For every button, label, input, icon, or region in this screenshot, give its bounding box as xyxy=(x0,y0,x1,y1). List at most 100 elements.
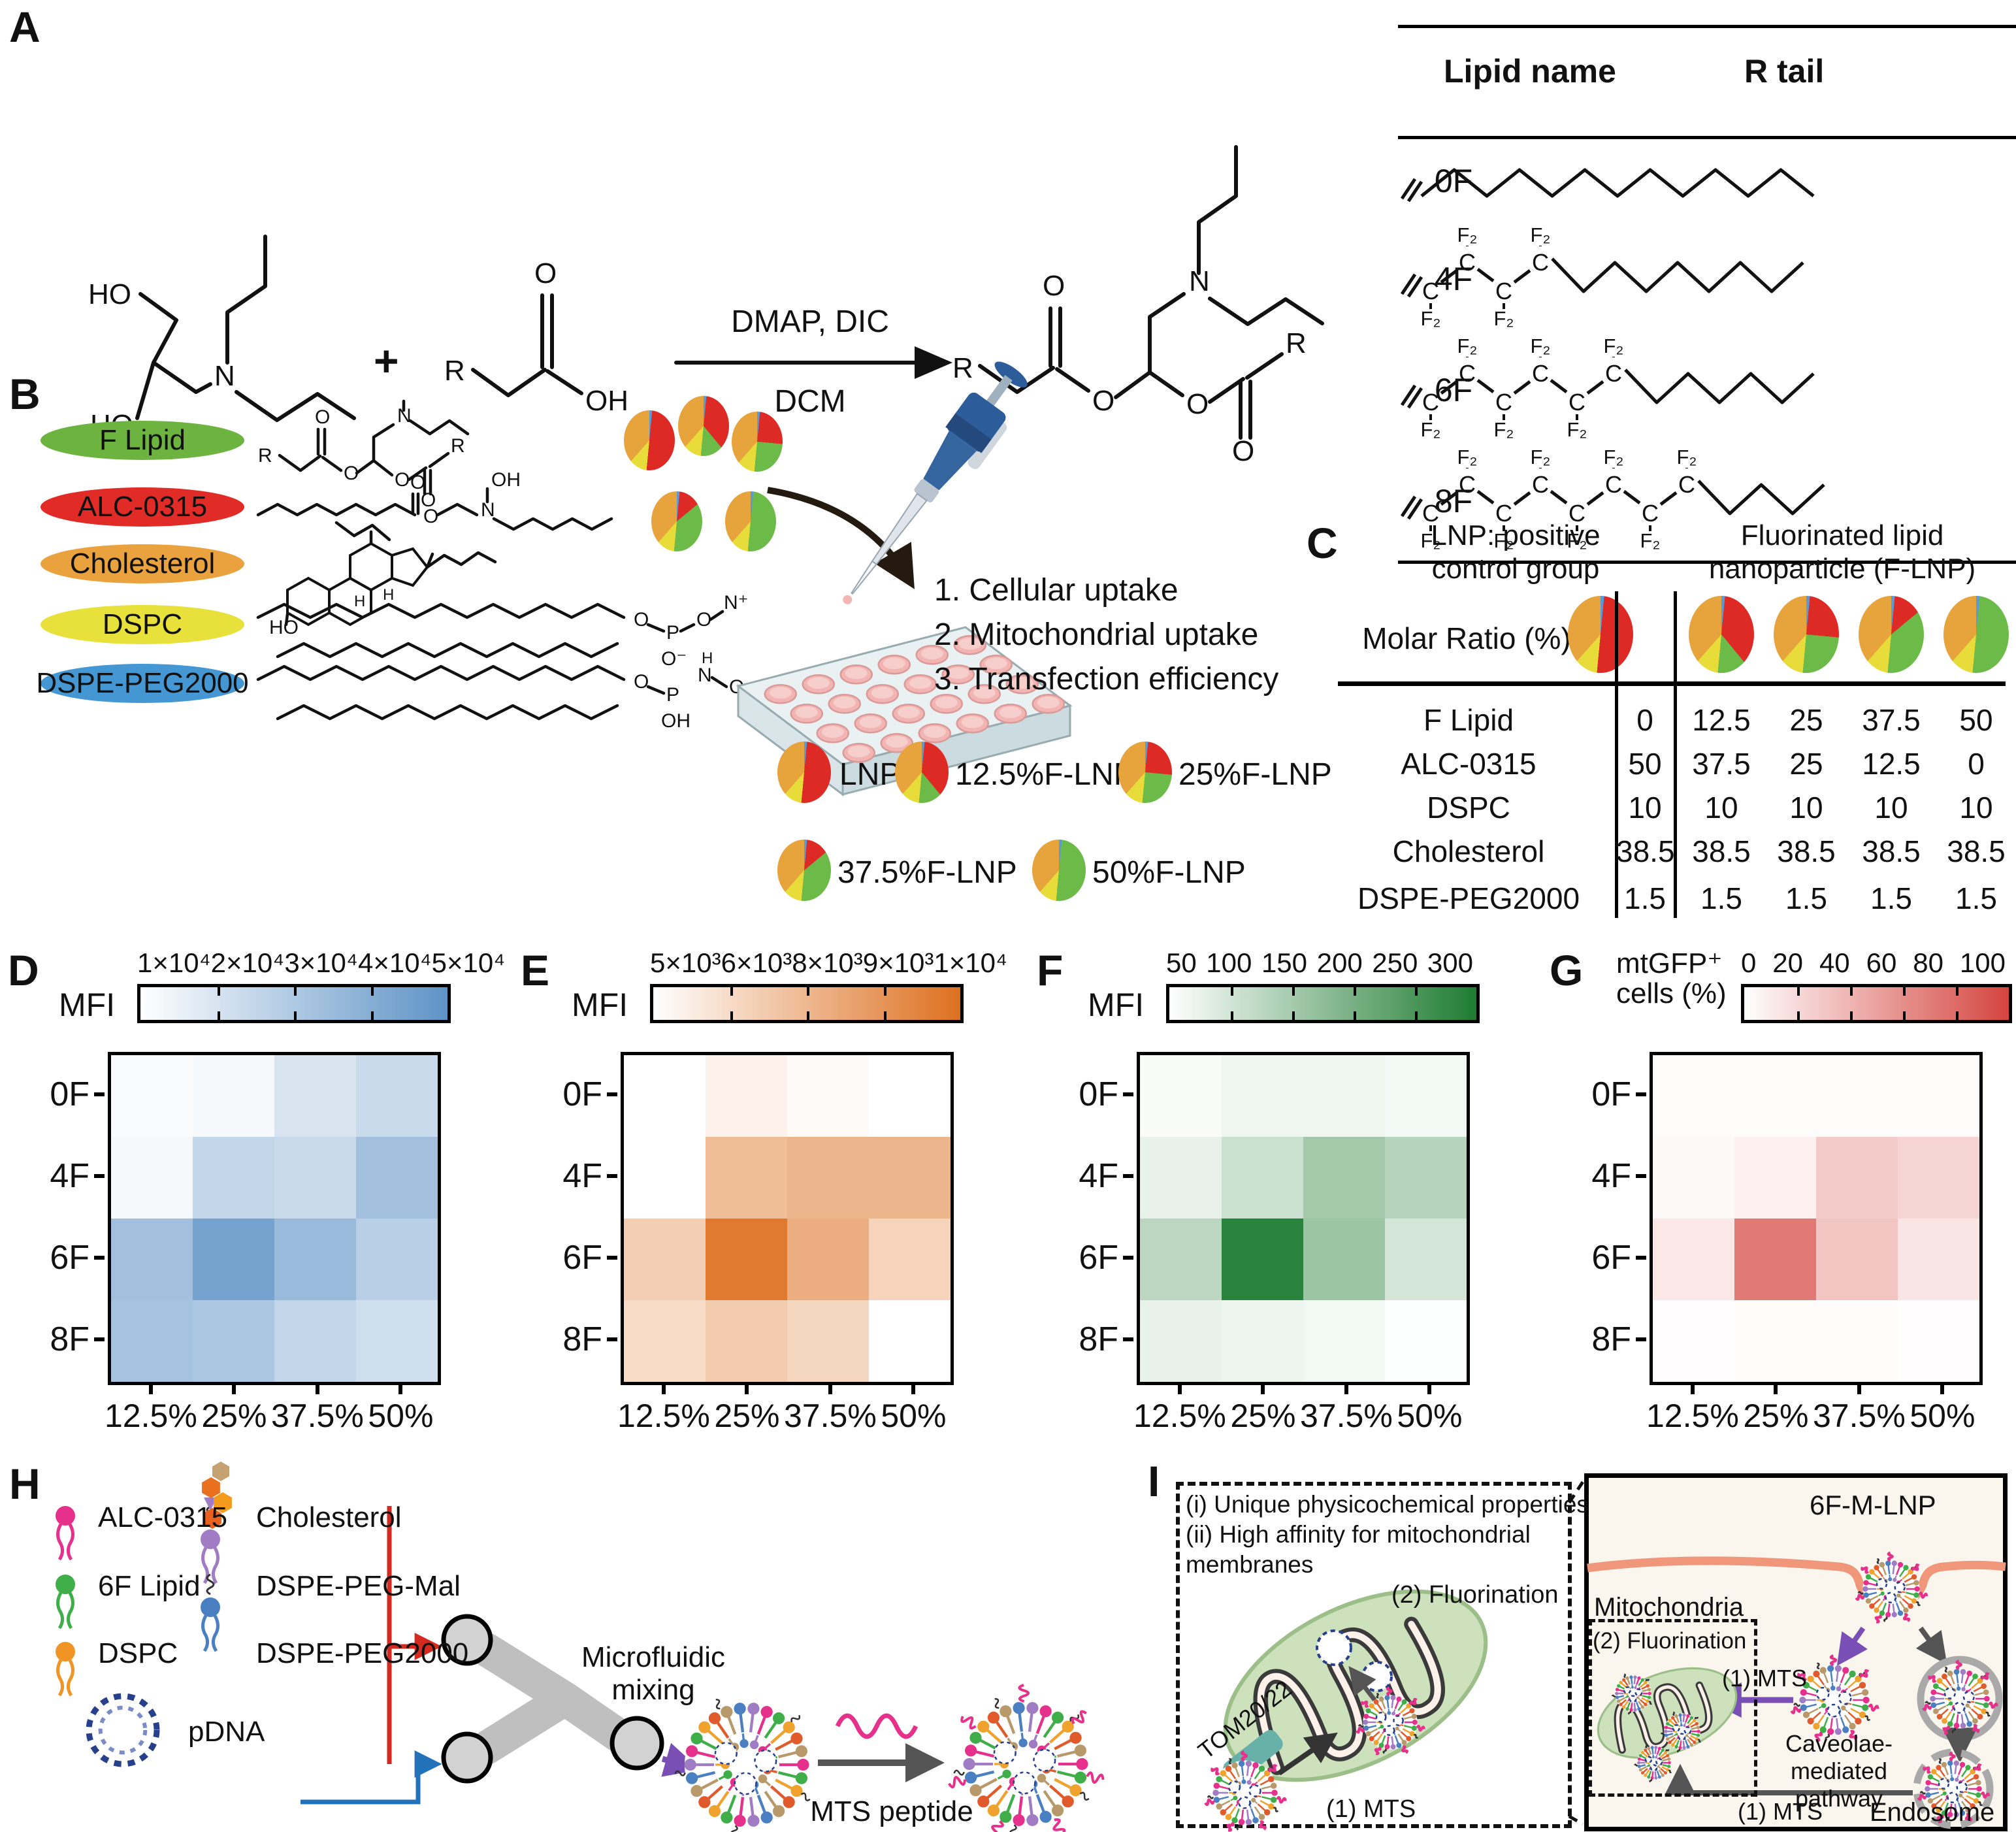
legend-label-cholesterol: Cholesterol xyxy=(256,1501,402,1533)
atom-label: O xyxy=(423,506,438,527)
endosome-mts-label: (1) MTS xyxy=(1738,1798,1823,1825)
heatmap-cell xyxy=(1303,1300,1385,1382)
heatmap-grid xyxy=(108,1052,441,1385)
heatmap-cell xyxy=(1816,1055,1898,1137)
carbon-label: C xyxy=(1459,249,1476,276)
c-flnp-value: 12.5 xyxy=(1862,747,1921,781)
lipid-name: 6F xyxy=(1434,372,1473,408)
heatmap-cell xyxy=(1816,1300,1898,1382)
col-label: 37.5% xyxy=(271,1384,364,1435)
squiggle xyxy=(1945,1816,1950,1822)
squiggle xyxy=(1955,1660,1962,1670)
heatmap-cell xyxy=(1653,1055,1734,1137)
c-row-name: DSPC xyxy=(1427,791,1510,825)
heatmap-cell xyxy=(274,1055,356,1137)
colorbar-tick: 60 xyxy=(1866,947,1897,978)
legend-label: 25%F-LNP xyxy=(1179,757,1332,792)
squiggle xyxy=(1829,1654,1838,1666)
squiggle xyxy=(1936,1814,1944,1824)
squiggle xyxy=(1018,1684,1030,1703)
heatmap-cell xyxy=(1303,1137,1385,1219)
c-flnp-value: 1.5 xyxy=(1870,881,1912,915)
heatmap-cell xyxy=(1898,1300,1979,1382)
heatmap-panel-g: G 0 20 40 60 80 100 mtGFP⁺ cells (%) 0F 4F 6F 8F … xyxy=(1548,947,2016,1467)
atom-label: O xyxy=(315,406,330,428)
atom-label: O xyxy=(696,609,711,630)
peg-lipid-icon xyxy=(201,1573,220,1652)
squiggle xyxy=(1382,1748,1387,1754)
carbon-label: C xyxy=(1605,471,1622,498)
pipette-illustration xyxy=(843,361,1028,604)
heatmap-cell xyxy=(1734,1300,1816,1382)
atom-label: O⁻ xyxy=(661,648,687,670)
f2-label: F₂ xyxy=(1457,446,1478,468)
lipid-badge-dspe-peg2000: DSPE-PEG2000 xyxy=(36,664,249,703)
squiggle xyxy=(1258,1820,1267,1831)
squiggle xyxy=(1358,1724,1364,1728)
table-row: 6F C F₂ C F₂ C F₂ C F₂ C F₂ C F₂ xyxy=(1398,335,2016,446)
squiggle xyxy=(1268,1764,1278,1773)
dspc-structure: O P O⁻ O N⁺ xyxy=(256,592,749,670)
squiggle xyxy=(1273,1807,1279,1812)
lipid-icon xyxy=(56,1575,75,1629)
squiggle xyxy=(1207,1795,1214,1799)
r-tail-drawing: C F₂ C F₂ C F₂ C F₂ xyxy=(1400,223,1804,330)
heatmap-cell xyxy=(1385,1219,1467,1300)
lnp-particle xyxy=(1611,1673,1652,1715)
atom-label: H xyxy=(354,593,365,610)
squiggle xyxy=(1922,1703,1932,1711)
colorbar-tick: 80 xyxy=(1913,947,1943,978)
c-pie-37-5 xyxy=(1859,596,1924,673)
caveolae-pathway-line: pathway xyxy=(1795,1785,1883,1812)
caveolae-pathway-line: Caveolae-mediated xyxy=(1785,1730,1893,1784)
squiggle xyxy=(948,1776,966,1789)
table-rule xyxy=(1338,681,2006,686)
legend-label-dspe-peg2000: DSPE-PEG2000 xyxy=(256,1637,469,1669)
c-row-name: Cholesterol xyxy=(1392,834,1545,868)
col-label: 12.5% xyxy=(1133,1384,1226,1435)
squiggle xyxy=(1356,1726,1365,1734)
row-label: 6F xyxy=(562,1238,602,1277)
acid-structure: R O OH xyxy=(444,257,628,417)
heatmap-cell xyxy=(624,1219,706,1300)
lnp-assembly-diagram xyxy=(56,1462,1105,1832)
f2-label: F₂ xyxy=(1531,446,1551,468)
table-divider xyxy=(1674,591,1677,918)
squiggle xyxy=(1211,1767,1220,1776)
legend-pie-12-5 xyxy=(895,742,949,803)
inset-fluorination-label: (2) Fluorination xyxy=(1391,1581,1559,1609)
col-label: 50% xyxy=(364,1384,438,1435)
squiggle xyxy=(1972,1724,1980,1734)
heatmap-row-labels: 0F 4F 6F 8F xyxy=(1568,1053,1646,1380)
colorbar-tick: 8×10³ xyxy=(792,947,863,978)
atom-label: O xyxy=(1232,435,1254,467)
lipid-name: 8F xyxy=(1434,483,1473,519)
c-flnp-value: 10 xyxy=(1704,791,1738,825)
squiggle xyxy=(1951,1727,1957,1733)
atom-label: O xyxy=(344,463,359,484)
colorbar-tick-labels: 0 20 40 60 80 100 xyxy=(1741,947,2006,979)
c-flnp-value: 25 xyxy=(1789,747,1823,781)
squiggle xyxy=(1973,1763,1982,1771)
cholesterol-structure: HO H H xyxy=(269,530,497,638)
colorbar-tick: 6×10³ xyxy=(721,947,792,978)
heatmap-cell xyxy=(1734,1137,1816,1219)
atom-label: O xyxy=(1043,270,1065,302)
squiggle xyxy=(1672,1711,1675,1716)
colorbar-tick: 1×10⁴ xyxy=(934,947,1008,978)
legend-label: LNP xyxy=(839,757,901,792)
squiggle xyxy=(1228,1758,1232,1765)
c-flnp-value: 1.5 xyxy=(1700,881,1742,915)
endosome-label: Endosome xyxy=(1870,1798,1995,1827)
squiggle xyxy=(1825,1733,1830,1741)
c-flnp-value: 10 xyxy=(1874,791,1908,825)
carbon-label: C xyxy=(1569,389,1585,416)
c-lnp-value: 1.5 xyxy=(1624,881,1666,915)
atom-label: N⁺ xyxy=(724,592,749,613)
heatmap-panel-f: F 50 100 150 200 250 300 MFI 0F 4F 6F 8F 12.5% 25… xyxy=(1035,947,1538,1467)
lipid-icon xyxy=(56,1642,75,1697)
squiggle xyxy=(1409,1697,1418,1705)
carbon-label: C xyxy=(1532,249,1549,276)
c-flnp-value: 38.5 xyxy=(1777,834,1836,868)
